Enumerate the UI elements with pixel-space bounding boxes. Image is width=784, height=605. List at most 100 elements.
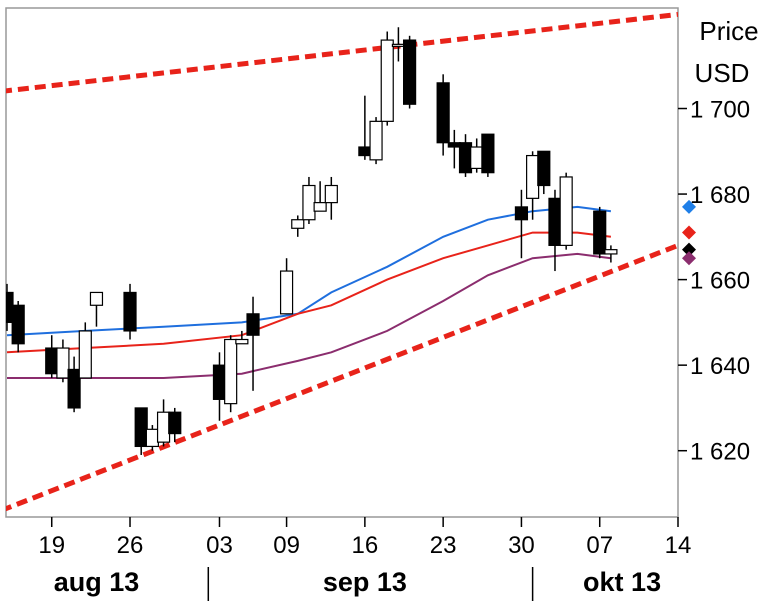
- candle: [145, 425, 159, 451]
- candle: [11, 300, 25, 353]
- end-marker-4: [682, 251, 696, 266]
- candle: [156, 399, 171, 447]
- month-label: aug 13: [54, 567, 140, 597]
- candle-body-up: [279, 270, 294, 315]
- candle-body-up: [224, 338, 238, 405]
- y-tick-label: 1 680: [690, 182, 750, 209]
- candle: [436, 74, 450, 156]
- candle: [324, 176, 338, 220]
- candle-body-down: [403, 39, 417, 105]
- candle-body-up: [145, 428, 159, 448]
- candle: [279, 258, 294, 315]
- x-tick-label: 07: [586, 532, 613, 559]
- x-tick-label: 26: [117, 532, 144, 559]
- candle: [134, 407, 148, 455]
- candle: [123, 283, 137, 340]
- candle-body-up: [291, 219, 305, 229]
- candle: [470, 138, 484, 173]
- x-tick-label: 03: [206, 532, 233, 559]
- candle-body-up: [78, 330, 92, 379]
- candle-body-down: [593, 210, 607, 255]
- month-label: sep 13: [323, 567, 407, 597]
- candle-body-down: [447, 142, 461, 148]
- unit-label-price: Price: [699, 16, 758, 46]
- candle: [45, 335, 59, 378]
- candle-body-up: [380, 39, 394, 122]
- candle: [380, 31, 394, 126]
- candle: [212, 352, 227, 421]
- candle-body-up: [526, 154, 540, 199]
- candle: [604, 245, 618, 263]
- candle: [593, 206, 607, 259]
- trend-line-1: [6, 11, 678, 94]
- y-tick-label: 1 660: [690, 268, 750, 295]
- candle-body-up: [391, 43, 406, 47]
- candle-body-down: [436, 82, 450, 144]
- trend-lines: [6, 11, 678, 512]
- candle: [89, 291, 104, 327]
- candle: [224, 335, 238, 413]
- x-tick-label: 19: [38, 532, 65, 559]
- candle-body-up: [559, 176, 573, 246]
- month-label: okt 13: [583, 567, 661, 597]
- candle: [291, 215, 305, 237]
- candle-body-down: [6, 291, 14, 323]
- candle: [548, 189, 562, 272]
- candle-body-down: [45, 347, 59, 375]
- candle-body-up: [89, 291, 104, 306]
- y-tick-label: 1 700: [690, 97, 750, 124]
- end-marker-2: [682, 225, 696, 240]
- candle-body-up: [313, 202, 327, 212]
- x-tick-label: 16: [352, 532, 379, 559]
- x-tick-label: 23: [430, 532, 457, 559]
- end-markers: [682, 199, 696, 266]
- candle: [78, 322, 92, 379]
- x-axis: 19 26 03 09 16 23 30 07 14: [38, 517, 691, 559]
- candle: [481, 133, 495, 177]
- moving-average-lines: [6, 205, 612, 379]
- x-tick-label: 09: [273, 532, 300, 559]
- candle: [302, 176, 316, 225]
- candle-body-down: [168, 411, 182, 435]
- candle-body-up: [604, 249, 618, 255]
- candle-body-down: [514, 206, 529, 221]
- candle: [537, 150, 551, 195]
- candle-body-down: [134, 407, 148, 448]
- candle: [514, 189, 529, 259]
- moving-average-line-1: [6, 205, 612, 337]
- end-marker-3: [682, 242, 696, 257]
- candle-body-down: [458, 142, 473, 174]
- candle-body-up: [235, 338, 249, 345]
- candle-body-down: [537, 150, 551, 187]
- candle-body-down: [548, 197, 562, 246]
- candle: [313, 181, 327, 212]
- candle: [369, 117, 383, 165]
- candle-body-up: [156, 411, 171, 443]
- candle-body-up: [369, 120, 383, 161]
- candle: [168, 407, 182, 443]
- y-axis: 1 620 1 640 1 660 1 680 1 700: [678, 97, 750, 466]
- candle: [235, 330, 249, 345]
- candle: [559, 172, 573, 250]
- candlesticks: [6, 27, 618, 455]
- candle-body-down: [123, 291, 137, 332]
- candle-body-up: [302, 184, 316, 221]
- candle-body-down: [246, 313, 260, 336]
- plot-frame: [5, 7, 679, 518]
- end-marker-1: [682, 199, 696, 214]
- candle: [526, 151, 540, 220]
- trend-line-2: [6, 243, 678, 512]
- candle-body-down: [358, 146, 372, 157]
- candle-body-down: [11, 304, 25, 345]
- candle: [403, 35, 417, 109]
- candle-body-down: [67, 368, 81, 409]
- candle: [56, 339, 70, 383]
- y-tick-label: 1 640: [690, 353, 750, 380]
- candle-body-down: [481, 133, 495, 174]
- unit-label-currency: USD: [695, 58, 750, 88]
- candle-body-up: [56, 347, 70, 379]
- y-tick-label: 1 620: [690, 439, 750, 466]
- month-axis: aug 13 sep 13 okt 13: [54, 567, 661, 601]
- candle: [67, 356, 81, 413]
